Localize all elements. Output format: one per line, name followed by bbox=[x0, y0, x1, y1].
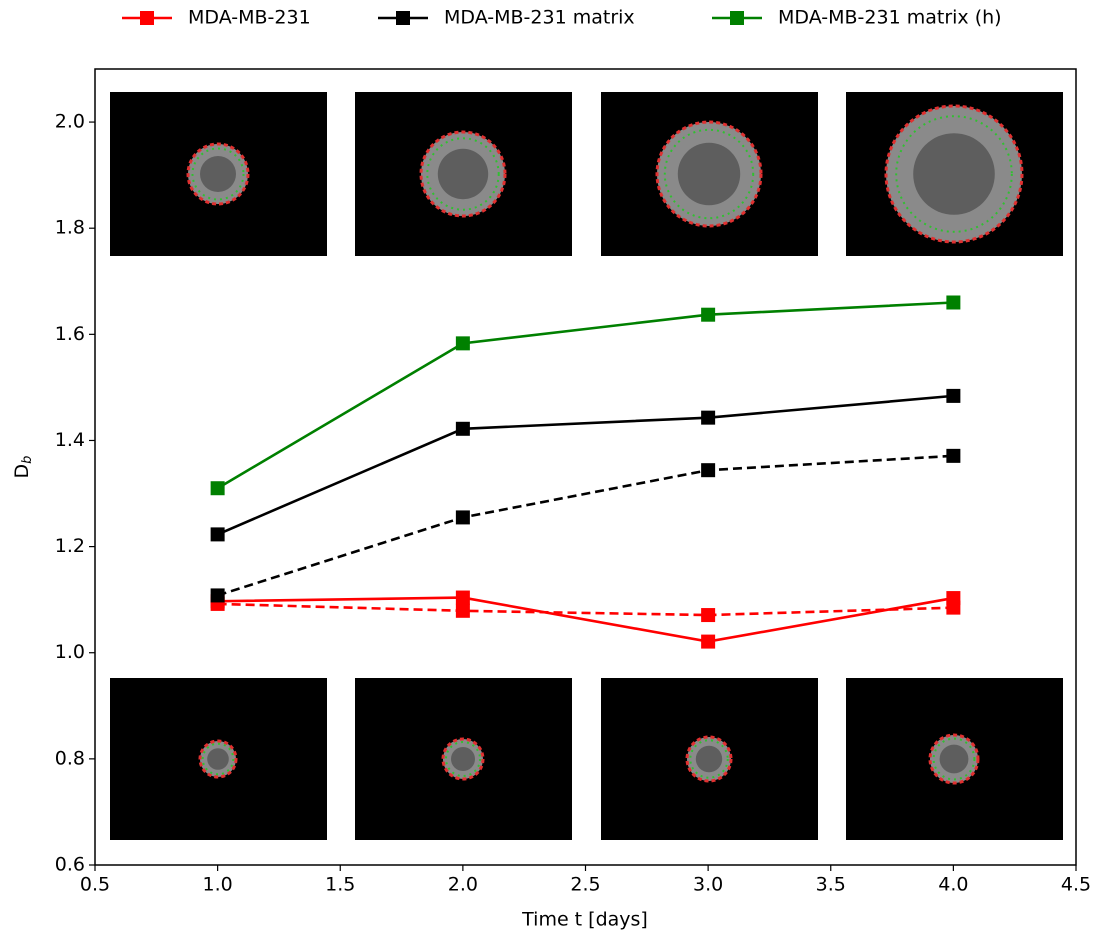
y-tick-label: 1.4 bbox=[55, 429, 85, 451]
spheroid-core bbox=[678, 143, 740, 205]
spheroid-core bbox=[940, 745, 969, 774]
legend-label: MDA-MB-231 matrix bbox=[444, 7, 635, 29]
y-tick-label: 1.0 bbox=[55, 641, 85, 663]
x-tick-label: 4.0 bbox=[938, 874, 968, 896]
data-point bbox=[946, 601, 960, 615]
data-point bbox=[456, 604, 470, 618]
data-point bbox=[701, 635, 715, 649]
data-point bbox=[701, 308, 715, 322]
data-point bbox=[456, 510, 470, 524]
y-tick-label: 0.6 bbox=[55, 854, 85, 876]
data-point bbox=[211, 481, 225, 495]
series-line bbox=[218, 396, 954, 535]
chart: Time t [days] Db 0.5 1.0 1.5 2.0 2.5 3.0 3.5 4.… bbox=[0, 0, 1097, 936]
spheroid-core bbox=[200, 156, 236, 192]
data-point bbox=[701, 411, 715, 425]
y-tick-label: 2.0 bbox=[55, 111, 85, 133]
y-tick-label: 1.6 bbox=[55, 323, 85, 345]
data-point bbox=[456, 336, 470, 350]
spheroid-core bbox=[207, 748, 229, 770]
series-line bbox=[218, 604, 954, 615]
series-line bbox=[218, 302, 954, 488]
data-point bbox=[946, 449, 960, 463]
x-tick-label: 1.0 bbox=[203, 874, 233, 896]
legend-label: MDA-MB-231 matrix (h) bbox=[778, 7, 1002, 29]
data-point bbox=[701, 608, 715, 622]
spheroid-core bbox=[438, 149, 488, 199]
legend-marker bbox=[730, 11, 744, 25]
legend-marker bbox=[396, 11, 410, 25]
data-point bbox=[456, 422, 470, 436]
data-point bbox=[211, 588, 225, 602]
data-point bbox=[946, 295, 960, 309]
legend-marker bbox=[140, 11, 154, 25]
x-tick-label: 0.5 bbox=[80, 874, 110, 896]
data-point bbox=[946, 389, 960, 403]
x-axis-label: Time t [days] bbox=[521, 909, 648, 931]
data-point bbox=[701, 463, 715, 477]
spheroid-core bbox=[696, 746, 722, 772]
y-label-subscript: b bbox=[20, 456, 35, 464]
y-axis-label: Db bbox=[11, 456, 35, 479]
y-tick-label: 1.2 bbox=[55, 535, 85, 557]
data-point bbox=[211, 527, 225, 541]
spheroid-core bbox=[451, 747, 475, 771]
y-label-main: D bbox=[11, 464, 33, 479]
x-tick-label: 4.5 bbox=[1061, 874, 1091, 896]
y-tick-label: 0.8 bbox=[55, 747, 85, 769]
x-tick-label: 3.0 bbox=[693, 874, 723, 896]
spheroid-core bbox=[913, 133, 995, 215]
x-tick-label: 2.0 bbox=[448, 874, 478, 896]
x-tick-label: 3.5 bbox=[816, 874, 846, 896]
data-point bbox=[456, 591, 470, 605]
series-line bbox=[218, 598, 954, 642]
y-tick-label: 1.8 bbox=[55, 217, 85, 239]
legend-label: MDA-MB-231 bbox=[188, 7, 311, 29]
series-line bbox=[218, 456, 954, 596]
x-tick-label: 2.5 bbox=[570, 874, 600, 896]
x-tick-label: 1.5 bbox=[325, 874, 355, 896]
